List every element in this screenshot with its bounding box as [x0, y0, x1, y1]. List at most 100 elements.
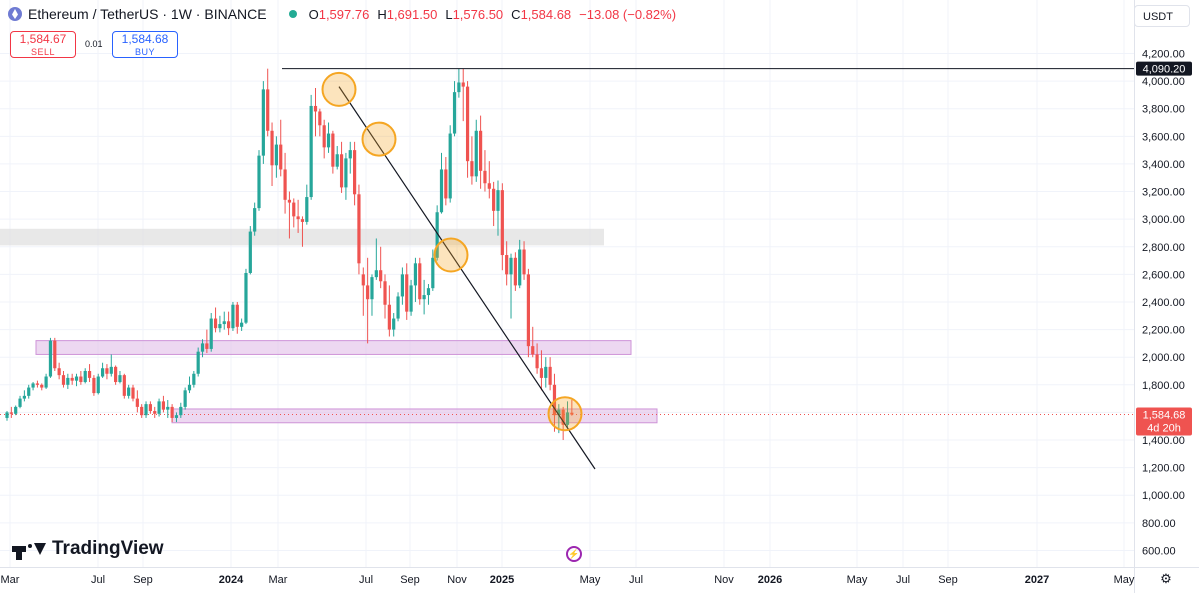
countdown-label: 4d 20h	[1147, 423, 1181, 435]
candle-body	[9, 412, 13, 414]
candle-body	[548, 366, 552, 385]
candle-body	[83, 371, 87, 383]
candle-body	[140, 406, 144, 416]
candle-body	[435, 212, 439, 258]
symbol-title[interactable]: Ethereum / TetherUS · 1W · BINANCE	[28, 6, 267, 22]
candle-body	[400, 274, 404, 297]
currency-selector[interactable]: USDT	[1134, 5, 1190, 27]
candle-body	[374, 270, 378, 278]
candle-body	[326, 133, 331, 148]
candle-body	[505, 255, 509, 275]
candle-body	[131, 387, 135, 399]
candle-body	[279, 144, 283, 170]
candle-body	[148, 404, 152, 412]
candle-body	[66, 377, 70, 385]
candle-body	[509, 257, 513, 275]
gear-icon[interactable]: ⚙	[1160, 571, 1172, 586]
candle-body	[244, 272, 248, 323]
candle-body	[179, 406, 183, 416]
buy-button[interactable]: 1,584.68 BUY	[112, 31, 178, 58]
y-tick-label: 2,800.00	[1142, 242, 1185, 254]
x-tick-label: Nov	[447, 574, 467, 586]
candle-body	[331, 133, 335, 167]
flash-icon[interactable]: ⚡	[566, 546, 582, 562]
candle-body	[287, 199, 292, 203]
candle-body	[166, 406, 170, 410]
y-tick-label: 1,800.00	[1142, 380, 1185, 392]
sell-label: SELL	[30, 47, 56, 57]
candle-body	[205, 343, 209, 349]
candle-body	[474, 130, 478, 177]
candle-body	[213, 318, 218, 329]
candle-body	[344, 158, 348, 188]
candle-body	[296, 216, 300, 220]
candle-body	[439, 169, 444, 213]
candle-body	[496, 190, 500, 211]
buy-label: BUY	[134, 47, 155, 57]
candle-body	[57, 368, 61, 376]
high-label: H	[377, 6, 387, 22]
candle-body	[470, 161, 474, 177]
candle-body	[122, 375, 126, 396]
candle-body	[79, 376, 83, 383]
x-tick-label: Nov	[714, 574, 734, 586]
y-tick-label: 4,000.00	[1142, 76, 1185, 88]
sell-button[interactable]: 1,584.67 SELL	[10, 31, 76, 58]
candle-body	[274, 144, 278, 166]
candle-body	[539, 368, 544, 378]
candle-body	[544, 366, 548, 378]
candle-body	[87, 371, 92, 378]
candle-body	[153, 411, 157, 414]
candle-body	[183, 390, 187, 407]
price-zones	[0, 228, 1134, 424]
candle-body	[53, 340, 57, 369]
level-price-label: 4,090.20	[1143, 64, 1186, 76]
y-tick-label: 3,600.00	[1142, 131, 1185, 143]
candle-body	[418, 263, 422, 300]
candle-body	[339, 154, 344, 188]
candle-body	[492, 188, 496, 211]
candle-body	[565, 412, 570, 425]
candle-body	[18, 398, 22, 407]
candle-body	[513, 257, 517, 286]
candle-body	[14, 406, 18, 414]
current-price-badge	[1136, 407, 1192, 436]
close-label: C	[511, 6, 521, 22]
x-tick-label: 2025	[490, 574, 514, 586]
x-tick-label: Mar	[269, 574, 288, 586]
candle-body	[531, 346, 535, 355]
candle-body	[261, 89, 265, 156]
x-tick-label: May	[847, 574, 868, 586]
candle-body	[479, 130, 483, 171]
circle-marker	[547, 396, 583, 432]
high-value: 1,691.50	[386, 6, 438, 22]
close-value: 1,584.68	[520, 6, 572, 22]
candle-body	[322, 125, 326, 148]
chart-header: Ethereum / TetherUS · 1W · BINANCE O1,59…	[8, 6, 676, 22]
chart-grid	[0, 0, 1134, 567]
candle-body	[222, 321, 226, 325]
candle-body	[127, 387, 131, 396]
candle-body	[192, 373, 196, 385]
candle-body	[48, 340, 53, 377]
y-tick-label: 1,000.00	[1142, 490, 1185, 502]
buy-price: 1,584.68	[121, 32, 169, 46]
candle-body	[448, 133, 452, 199]
candle-body	[535, 354, 539, 369]
candle-body	[465, 86, 470, 162]
candle-body	[135, 398, 139, 407]
candle-body	[283, 169, 287, 200]
candle-body	[561, 409, 565, 425]
candle-body	[318, 111, 322, 126]
x-tick-label: Sep	[133, 574, 153, 586]
open-value: 1,597.76	[318, 6, 370, 22]
y-tick-label: 3,800.00	[1142, 104, 1185, 116]
level-price-badge	[1136, 61, 1192, 76]
circle-marker	[361, 121, 397, 157]
y-tick-label: 3,000.00	[1142, 214, 1185, 226]
x-tick-label: Jul	[629, 574, 643, 586]
candle-body	[248, 231, 252, 273]
circle-marker	[433, 237, 469, 273]
